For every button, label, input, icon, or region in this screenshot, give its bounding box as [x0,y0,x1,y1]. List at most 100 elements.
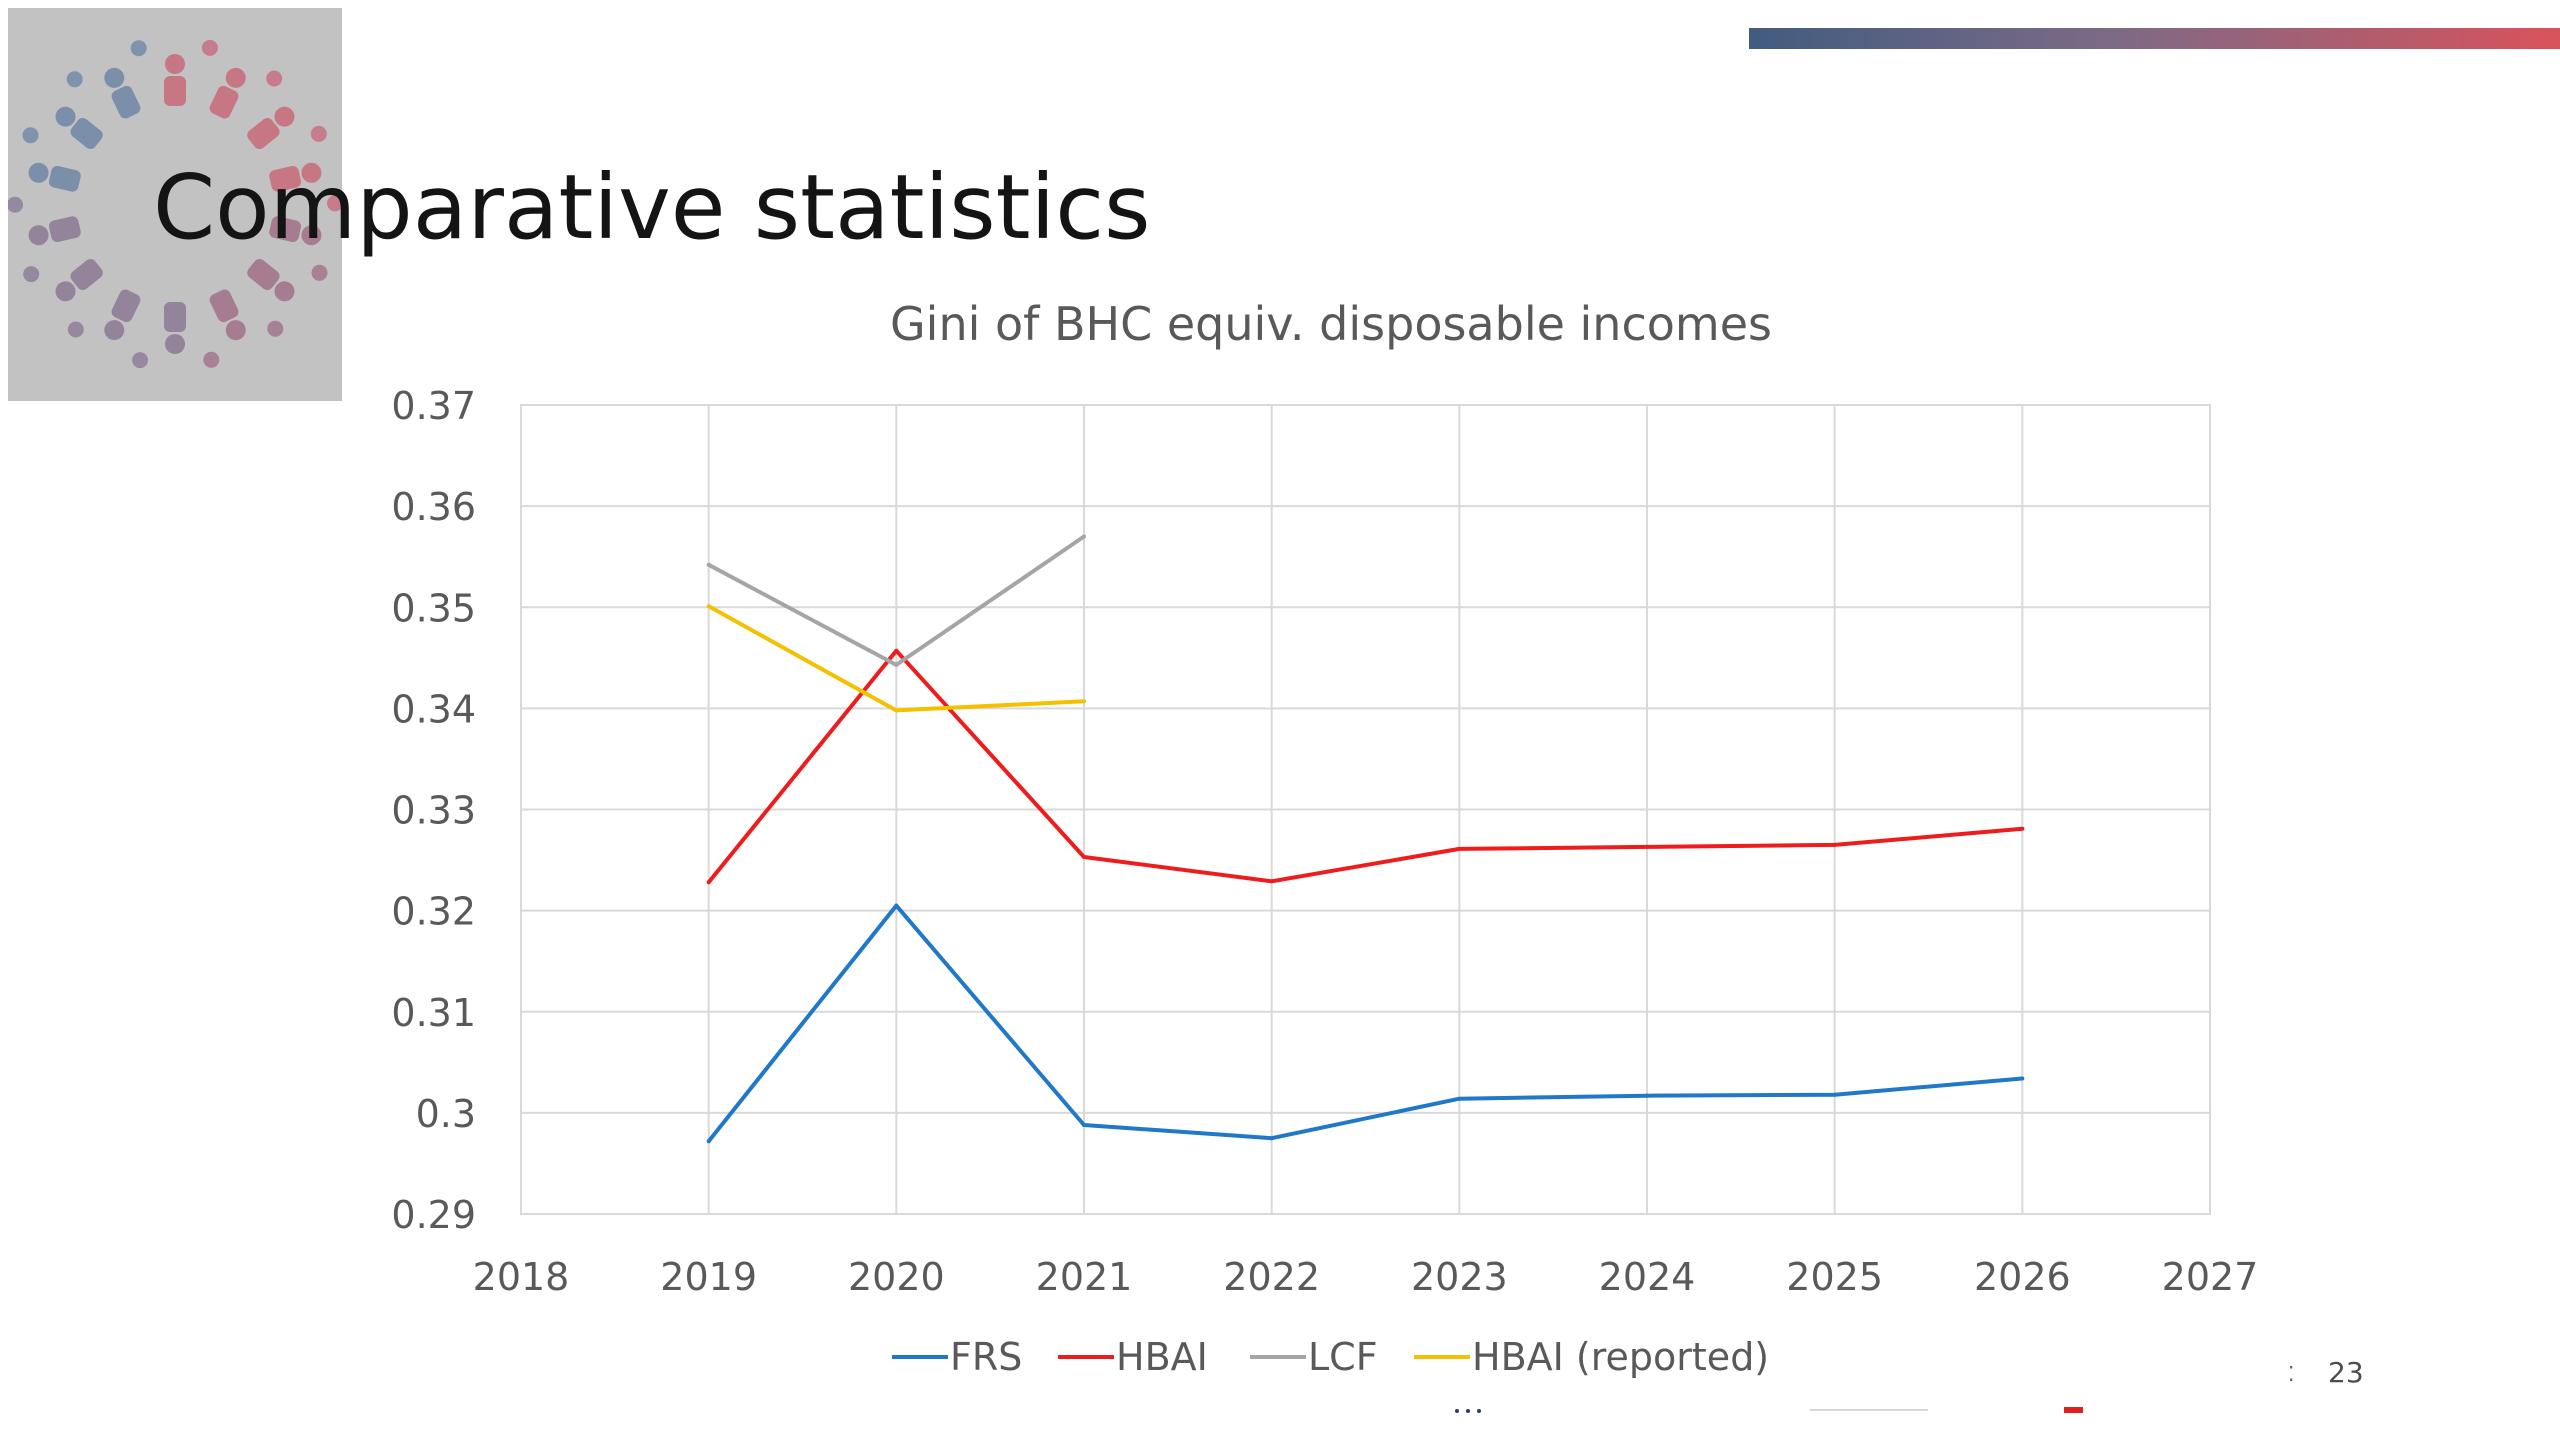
data-point [894,662,899,667]
dot-icon [8,196,23,213]
people-circle-logo [8,39,342,369]
y-tick-label: 0.37 [391,384,476,428]
y-tick-label: 0.32 [391,890,476,934]
person-body-icon [209,289,239,323]
legend-item: HBAI (reported) [1414,1335,1769,1379]
x-tick-label: 2019 [660,1255,757,1299]
data-point [1269,879,1274,884]
data-point [706,604,711,609]
person-icon [269,162,322,192]
x-tick-label: 2018 [473,1255,570,1299]
person-icon [209,289,246,341]
person-icon [55,106,103,150]
person-icon [28,162,81,192]
dot-icon [67,321,84,338]
dot-icon [310,125,327,142]
person-icon [104,67,141,119]
data-point [2020,826,2025,831]
data-point [1269,1136,1274,1141]
legend-item: FRS [892,1335,1022,1379]
person-head-icon [28,162,49,183]
dot-icon [23,266,40,283]
person-icon [55,258,103,302]
person-body-icon [48,165,81,192]
dot-icon [201,39,218,56]
person-head-icon [301,162,322,183]
data-point [894,708,899,713]
data-point [1832,842,1837,847]
dot-icon [130,40,147,57]
footer-marks [0,1395,2560,1425]
y-tick-label: 0.36 [391,485,476,529]
person-icon [164,302,186,354]
person-icon [269,216,322,246]
x-tick-label: 2025 [1786,1255,1883,1299]
person-head-icon [301,225,322,246]
person-head-icon [225,320,246,341]
footer-red-mark [2064,1407,2083,1413]
person-body-icon [164,302,186,332]
y-tick-label: 0.35 [391,586,476,630]
person-head-icon [104,320,125,341]
dot-icon [22,127,39,144]
data-point [1645,844,1649,849]
data-point [1832,1092,1837,1097]
page-number-separator: ⁚ [2288,1362,2295,1386]
person-body-icon [269,216,302,243]
dot-icon [311,264,328,281]
data-point [706,562,711,567]
person-head-icon [274,106,295,127]
data-point [1082,855,1086,859]
x-tick-label: 2020 [848,1255,945,1299]
series-line [707,648,2023,884]
x-tick-label: 2021 [1036,1255,1133,1299]
dot-icon [327,195,342,212]
data-point [894,648,899,653]
person-icon [247,258,295,302]
y-tick-label: 0.34 [391,687,476,731]
person-head-icon [274,281,295,302]
footer-line [1810,1409,1928,1411]
person-body-icon [247,258,280,291]
series-hbai [706,648,2025,885]
series-frs [706,903,2025,1144]
data-point [706,880,711,885]
legend-item: LCF [1250,1335,1378,1379]
data-point [1645,1093,1649,1098]
person-head-icon [28,225,49,246]
y-tick-label: 0.29 [391,1193,476,1237]
legend-label: LCF [1308,1335,1378,1379]
x-tick-label: 2023 [1411,1255,1508,1299]
person-body-icon [269,165,302,192]
person-head-icon [165,334,185,354]
person-icon [209,67,246,119]
slide-number: 23 [2328,1356,2364,1389]
dot-icon [66,71,83,88]
data-point [1082,1123,1086,1127]
data-point [706,1139,711,1144]
data-point [1457,1096,1462,1101]
legend-label: HBAI [1116,1335,1208,1379]
person-head-icon [55,106,76,127]
x-tick-label: 2026 [1974,1255,2071,1299]
x-tick-label: 2022 [1223,1255,1320,1299]
dot-icon [267,320,284,337]
person-body-icon [164,76,186,106]
series-line [707,903,2023,1143]
series-lcf [706,534,1086,667]
header-accent-bar [1749,28,2560,49]
person-icon [28,216,81,246]
data-point [1457,846,1462,851]
person-body-icon [70,117,103,150]
dot-icon [203,351,220,368]
x-tick-label: 2024 [1599,1255,1696,1299]
slide-title: Comparative statistics [153,155,1151,259]
data-point [894,903,899,908]
logo [8,8,342,401]
y-tick-label: 0.31 [391,991,476,1035]
footer-dots [1455,1409,1481,1413]
y-tick-label: 0.33 [391,789,476,833]
legend-item: HBAI [1058,1335,1208,1379]
series-hbai-reported [706,604,1086,713]
